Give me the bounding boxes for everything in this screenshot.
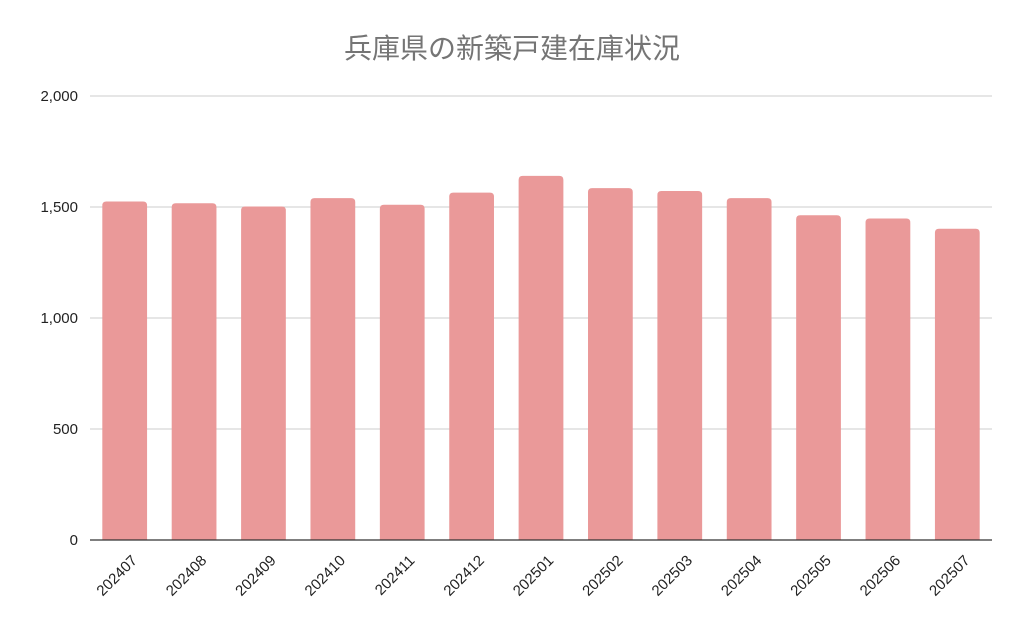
bar-202407 [102,201,148,540]
x-tick-label: 202506 [857,552,904,599]
x-tick-label: 202501 [510,552,557,599]
x-tick-label: 202408 [163,552,210,599]
x-tick-label: 202411 [372,552,419,599]
bar-202506 [865,218,911,540]
x-tick-label: 202412 [440,552,487,599]
x-tick-label: 202407 [93,552,140,599]
chart-title: 兵庫県の新築戸建在庫状況 [344,32,680,65]
x-tick-label: 202505 [787,552,834,599]
bar-202411 [379,204,425,540]
bar-202502 [588,188,633,540]
x-tick-label: 202507 [926,552,973,599]
bar-202501 [518,175,564,541]
y-tick-label: 0 [70,532,78,549]
x-tick-label: 202503 [649,552,696,599]
bar-202409 [241,206,286,540]
bar-202504 [726,198,772,540]
x-tick-label: 202504 [718,552,765,599]
bar-202505 [796,215,841,541]
y-axis-tick-labels: 0 500 1,000 1,500 2,000 [40,88,78,549]
bar-202408 [171,203,217,540]
bar-202412 [449,192,494,540]
bar-202410 [310,198,356,540]
bar-202507 [934,228,980,541]
y-tick-label: 2,000 [40,88,78,105]
y-tick-label: 1,000 [40,310,78,327]
x-tick-label: 202409 [232,552,279,599]
bars [102,175,980,541]
x-axis-tick-labels: 202407 202408 202409 202410 202411 202412 2025… [93,552,973,599]
y-tick-label: 500 [53,421,78,438]
y-tick-label: 1,500 [40,199,78,216]
bar-202503 [657,191,703,541]
x-tick-label: 202502 [579,552,626,599]
x-tick-label: 202410 [302,552,349,599]
